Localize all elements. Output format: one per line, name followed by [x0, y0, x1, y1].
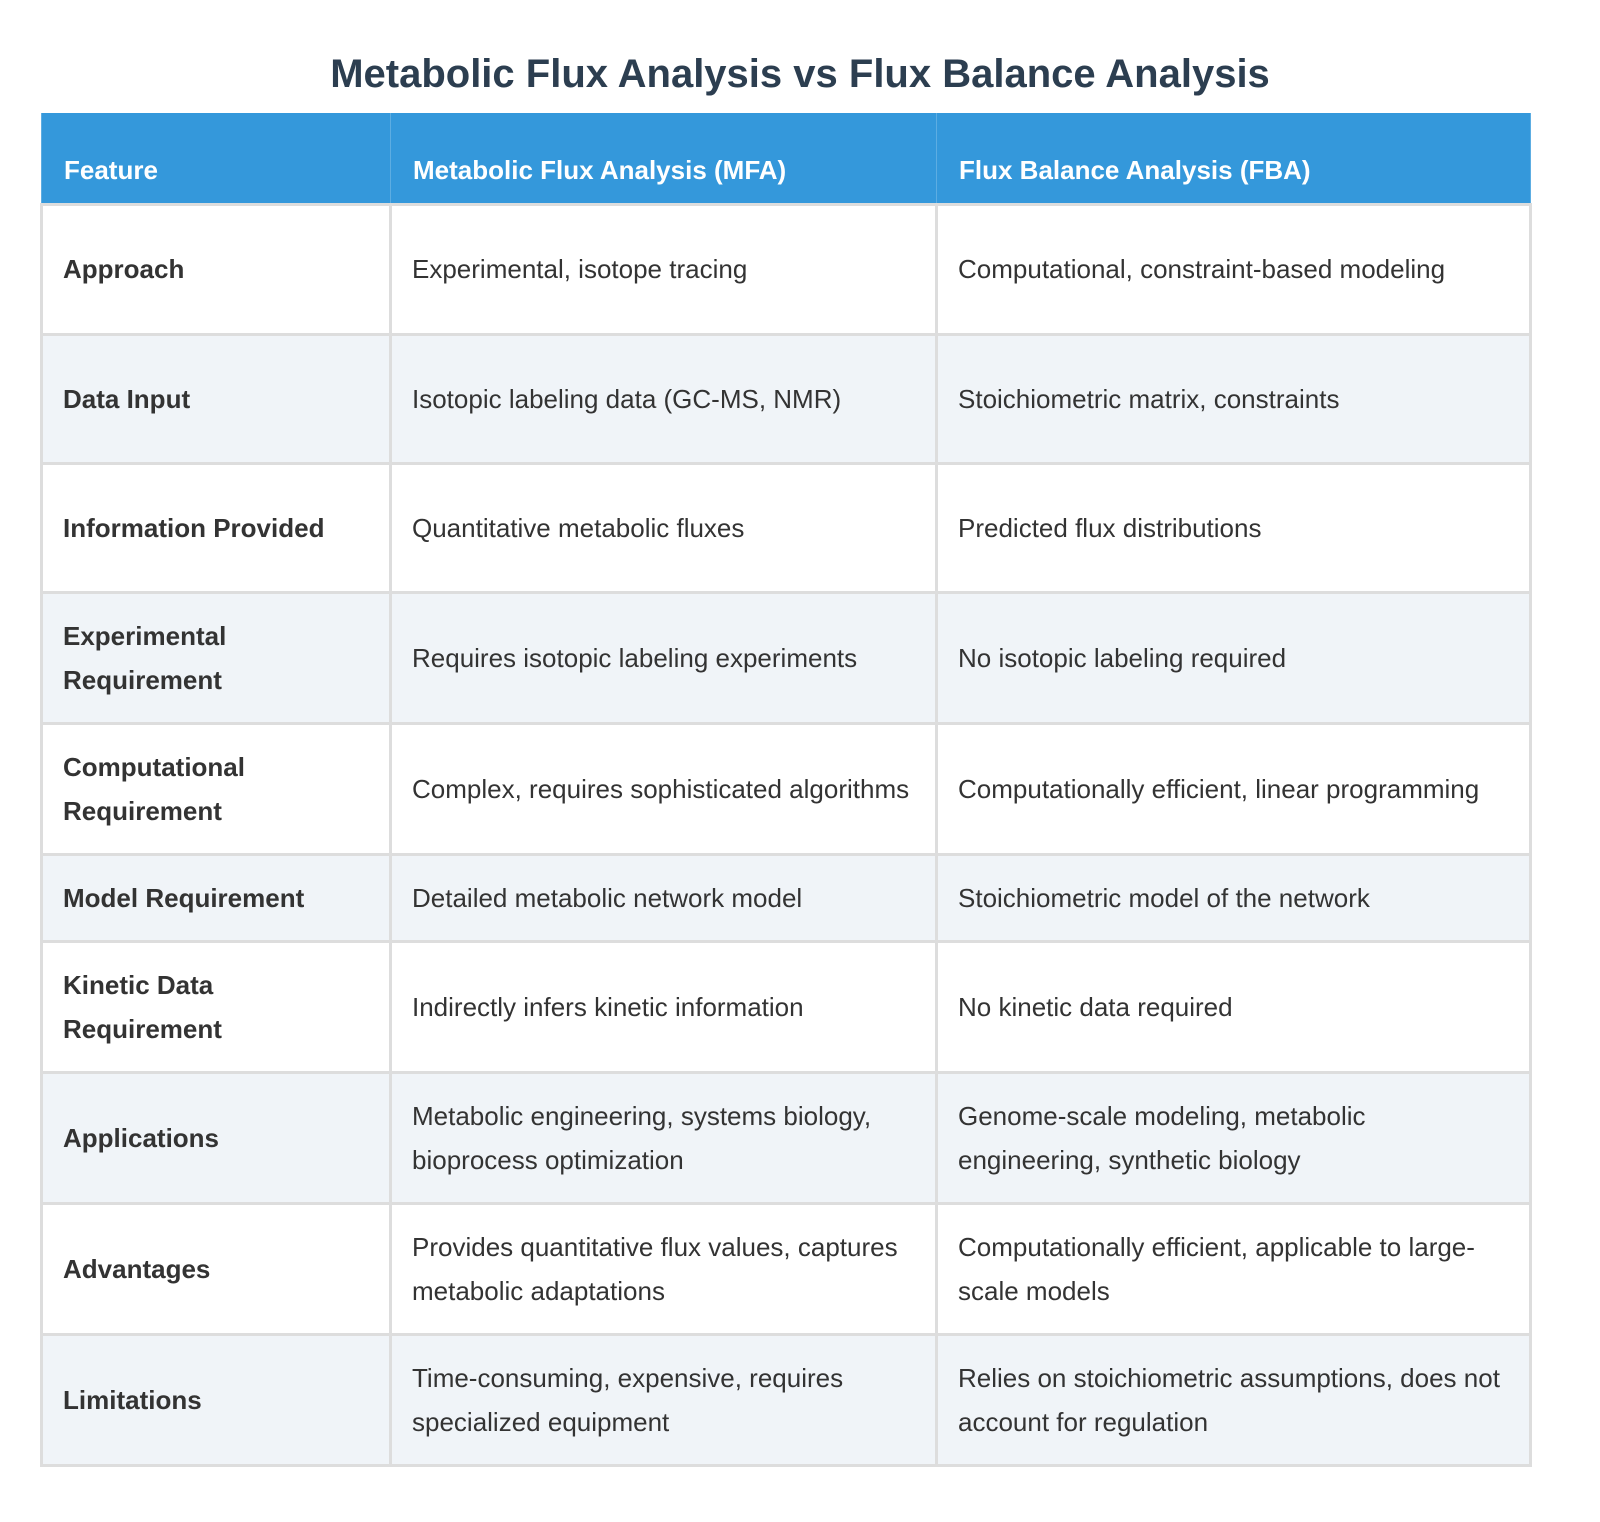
page-title: Metabolic Flux Analysis vs Flux Balance …: [330, 52, 1270, 96]
fba-cell: Stoichiometric matrix, constraints: [935, 332, 1532, 465]
fba-cell: No kinetic data required: [935, 939, 1532, 1074]
feature-cell: Advantages: [40, 1201, 392, 1336]
mfa-cell: Experimental, isotope tracing: [389, 202, 938, 336]
mfa-cell: Complex, requires sophisticated algorith…: [389, 721, 938, 856]
mfa-cell: Metabolic engineering, systems biology, …: [389, 1070, 938, 1205]
table-row: Limitations Time-consuming, expensive, r…: [40, 1332, 1532, 1467]
fba-cell: No isotopic labeling required: [935, 590, 1532, 725]
feature-cell: Applications: [40, 1070, 392, 1205]
table-row: Information Provided Quantitative metabo…: [40, 461, 1532, 594]
table-row: Data Input Isotopic labeling data (GC-MS…: [40, 332, 1532, 465]
table-row: Kinetic Data Requirement Indirectly infe…: [40, 939, 1532, 1074]
mfa-cell: Detailed metabolic network model: [389, 852, 938, 943]
feature-cell: Experimental Requirement: [40, 590, 392, 725]
feature-cell: Limitations: [40, 1332, 392, 1467]
mfa-cell: Isotopic labeling data (GC-MS, NMR): [389, 332, 938, 465]
feature-cell: Computational Requirement: [40, 721, 392, 856]
header-feature: Feature: [41, 113, 391, 204]
table-row: Computational Requirement Complex, requi…: [40, 721, 1532, 856]
fba-cell: Predicted flux distributions: [935, 461, 1532, 594]
feature-cell: Data Input: [40, 332, 392, 465]
fba-cell: Computationally efficient, linear progra…: [935, 721, 1532, 856]
fba-cell: Computational, constraint-based modeling: [935, 202, 1532, 336]
mfa-cell: Time-consuming, expensive, requires spec…: [389, 1332, 938, 1467]
table-row: Applications Metabolic engineering, syst…: [40, 1070, 1532, 1205]
table-row: Model Requirement Detailed metabolic net…: [40, 852, 1532, 943]
table-row: Advantages Provides quantitative flux va…: [40, 1201, 1532, 1336]
table-row: Experimental Requirement Requires isotop…: [40, 590, 1532, 725]
header-fba: Flux Balance Analysis (FBA): [936, 113, 1531, 204]
mfa-cell: Quantitative metabolic fluxes: [389, 461, 938, 594]
fba-cell: Computationally efficient, applicable to…: [935, 1201, 1532, 1336]
table-row: Approach Experimental, isotope tracing C…: [40, 202, 1532, 336]
mfa-cell: Provides quantitative flux values, captu…: [389, 1201, 938, 1336]
feature-cell: Kinetic Data Requirement: [40, 939, 392, 1074]
mfa-cell: Requires isotopic labeling experiments: [389, 590, 938, 725]
fba-cell: Stoichiometric model of the network: [935, 852, 1532, 943]
mfa-cell: Indirectly infers kinetic information: [389, 939, 938, 1074]
table-header-row: Feature Metabolic Flux Analysis (MFA) Fl…: [41, 113, 1531, 204]
feature-cell: Model Requirement: [40, 852, 392, 943]
fba-cell: Genome-scale modeling, metabolic enginee…: [935, 1070, 1532, 1205]
header-mfa: Metabolic Flux Analysis (MFA): [390, 113, 937, 204]
feature-cell: Approach: [40, 202, 392, 336]
feature-cell: Information Provided: [40, 461, 392, 594]
fba-cell: Relies on stoichiometric assumptions, do…: [935, 1332, 1532, 1467]
comparison-table: Feature Metabolic Flux Analysis (MFA) Fl…: [40, 113, 1532, 1467]
